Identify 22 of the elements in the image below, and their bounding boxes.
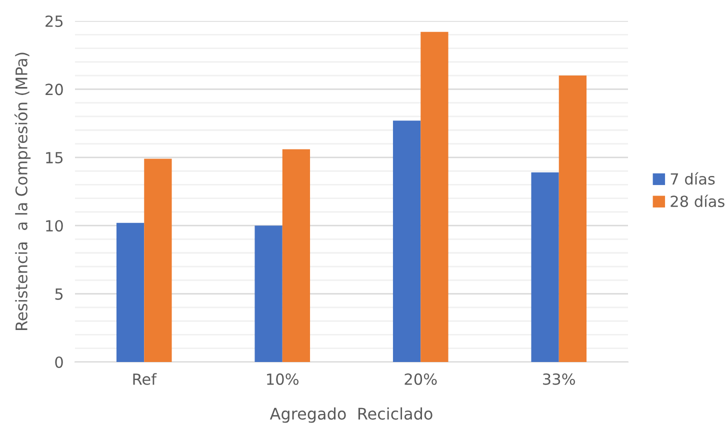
bar [144, 158, 172, 362]
y-tick-label: 0 [55, 356, 63, 368]
bar [282, 149, 310, 362]
x-tick-label: 20% [404, 373, 437, 385]
bar [558, 76, 587, 362]
y-tick-label: 20 [46, 84, 63, 96]
bar [116, 222, 144, 362]
y-axis-title: Resistencia a la Compresión (MPa) [14, 52, 31, 330]
bar [392, 120, 421, 362]
y-tick-label: 15 [46, 152, 63, 164]
x-tick-label: 10% [267, 373, 299, 385]
legend-label: 7 días [670, 172, 715, 185]
x-tick-label: Ref [133, 373, 157, 385]
bar [531, 172, 559, 362]
bar [254, 226, 282, 362]
y-tick-label: 25 [46, 15, 63, 28]
y-tick-label: 5 [55, 288, 63, 300]
legend-label: 28 días [670, 194, 724, 208]
y-tick-label: 10 [46, 220, 63, 232]
x-tick-label: 33% [543, 373, 576, 385]
bar [420, 32, 448, 362]
x-axis-title: Agregado Reciclado [270, 407, 432, 423]
